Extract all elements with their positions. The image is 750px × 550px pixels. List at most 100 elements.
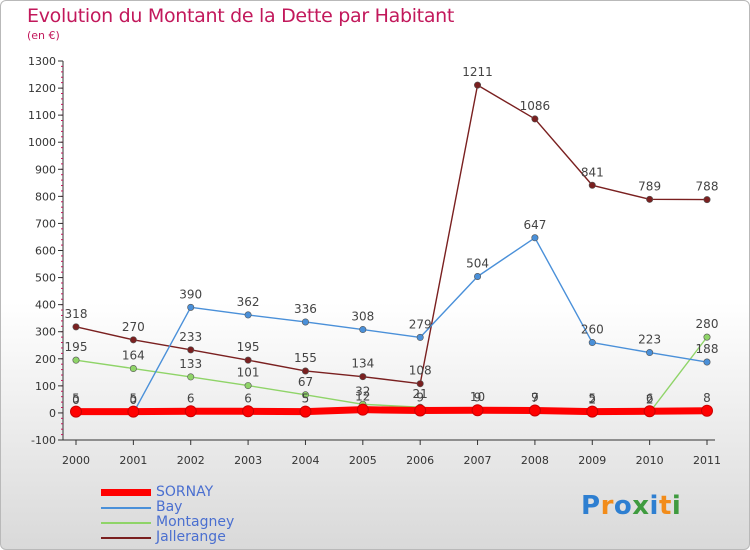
legend-label: Jallerange (156, 529, 226, 545)
axes: -100010020030040050060070080090010001100… (28, 55, 721, 467)
data-point-sornay (299, 405, 312, 418)
legend-swatch (101, 507, 151, 509)
proxiti-logo: Proxiti (581, 491, 682, 521)
legend-label: Bay (156, 499, 183, 515)
x-tick-label: 2000 (62, 454, 90, 467)
data-label-sornay: 5 (302, 392, 310, 406)
y-tick-label: 300 (35, 326, 56, 339)
data-label-montagney: 21 (413, 387, 428, 401)
x-tick-label: 2011 (693, 454, 721, 467)
data-point-montagney (129, 365, 137, 373)
data-point-sornay (643, 405, 656, 418)
data-point-jallerange (474, 81, 482, 89)
data-label-bay: 279 (409, 317, 432, 331)
y-tick-label: 1200 (28, 82, 56, 95)
series-line-jallerange (75, 84, 708, 385)
data-point-sornay (184, 405, 197, 418)
data-point-bay (646, 349, 654, 357)
data-label-bay: 308 (351, 310, 374, 324)
data-label-jallerange: 233 (179, 330, 202, 344)
data-point-jallerange (244, 356, 252, 364)
data-label-sornay: 6 (646, 391, 654, 405)
data-point-bay (187, 303, 195, 311)
data-label-montagney: 2 (646, 392, 654, 406)
data-point-jallerange (588, 181, 596, 189)
data-label-montagney: 2 (588, 392, 596, 406)
data-label-sornay: 10 (470, 390, 485, 404)
data-label-sornay: 6 (244, 391, 252, 405)
x-tick-label: 2007 (464, 454, 492, 467)
series-lines (72, 84, 711, 416)
data-label-jallerange: 841 (581, 165, 604, 179)
legend-swatch (101, 489, 151, 496)
data-label-sornay: 9 (531, 390, 539, 404)
y-tick-label: 100 (35, 380, 56, 393)
y-tick-label: 200 (35, 353, 56, 366)
data-point-jallerange (416, 380, 424, 388)
data-point-bay (244, 311, 252, 319)
chart-subtitle: (en €) (27, 29, 60, 42)
series-line-sornay (72, 406, 711, 416)
data-label-jallerange: 788 (696, 180, 719, 194)
data-point-bay (416, 333, 424, 341)
data-label-bay: 188 (696, 342, 719, 356)
data-point-sornay (586, 405, 599, 418)
data-point-bay (301, 318, 309, 326)
x-tick-label: 2005 (349, 454, 377, 467)
data-label-montagney: 133 (179, 357, 202, 371)
data-point-jallerange (129, 336, 137, 344)
data-label-sornay: 9 (416, 390, 424, 404)
data-point-bay (588, 339, 596, 347)
data-point-bay (359, 326, 367, 334)
data-label-bay: 504 (466, 256, 489, 270)
data-label-bay: 390 (179, 287, 202, 301)
x-tick-label: 2008 (521, 454, 549, 467)
legend-swatch (101, 522, 151, 524)
data-label-bay: 362 (237, 295, 260, 309)
data-point-jallerange (703, 196, 711, 204)
data-point-sornay (471, 404, 484, 417)
x-tick-label: 2003 (234, 454, 262, 467)
y-tick-label: 1300 (28, 55, 56, 68)
data-label-sornay: 5 (130, 392, 138, 406)
series-points (70, 81, 713, 418)
x-tick-label: 2009 (578, 454, 606, 467)
data-label-jallerange: 155 (294, 351, 317, 365)
data-label-jallerange: 270 (122, 320, 145, 334)
data-point-montagney (301, 391, 309, 399)
x-tick-label: 2001 (119, 454, 147, 467)
chart-title: Evolution du Montant de la Dette par Hab… (27, 5, 455, 27)
data-point-montagney (703, 333, 711, 341)
y-tick-label: 400 (35, 299, 56, 312)
data-label-jallerange: 1211 (462, 65, 493, 79)
legend-swatch (101, 537, 151, 539)
data-label-montagney: 164 (122, 349, 145, 363)
data-point-sornay (127, 405, 140, 418)
series-line-bay (75, 237, 708, 414)
data-point-jallerange (301, 367, 309, 375)
data-label-bay: 336 (294, 302, 317, 316)
data-point-sornay (528, 404, 541, 417)
data-point-bay (474, 272, 482, 280)
data-label-montagney: 9 (474, 390, 482, 404)
y-tick-label: 800 (35, 190, 56, 203)
data-point-sornay (356, 403, 369, 416)
x-tick-label: 2010 (636, 454, 664, 467)
data-label-sornay: 8 (703, 391, 711, 405)
x-tick-label: 2006 (406, 454, 434, 467)
data-point-jallerange (359, 373, 367, 381)
data-label-bay: 0 (130, 393, 138, 407)
data-point-montagney (72, 356, 80, 364)
data-label-sornay: 5 (588, 392, 596, 406)
data-label-jallerange: 1086 (520, 99, 551, 113)
data-label-montagney: 7 (531, 391, 539, 405)
x-tick-label: 2002 (177, 454, 205, 467)
data-point-sornay (70, 405, 82, 418)
data-label-montagney: 195 (65, 340, 88, 354)
data-point-jallerange (531, 115, 539, 123)
data-label-jallerange: 108 (409, 364, 432, 378)
data-point-sornay (414, 404, 427, 417)
